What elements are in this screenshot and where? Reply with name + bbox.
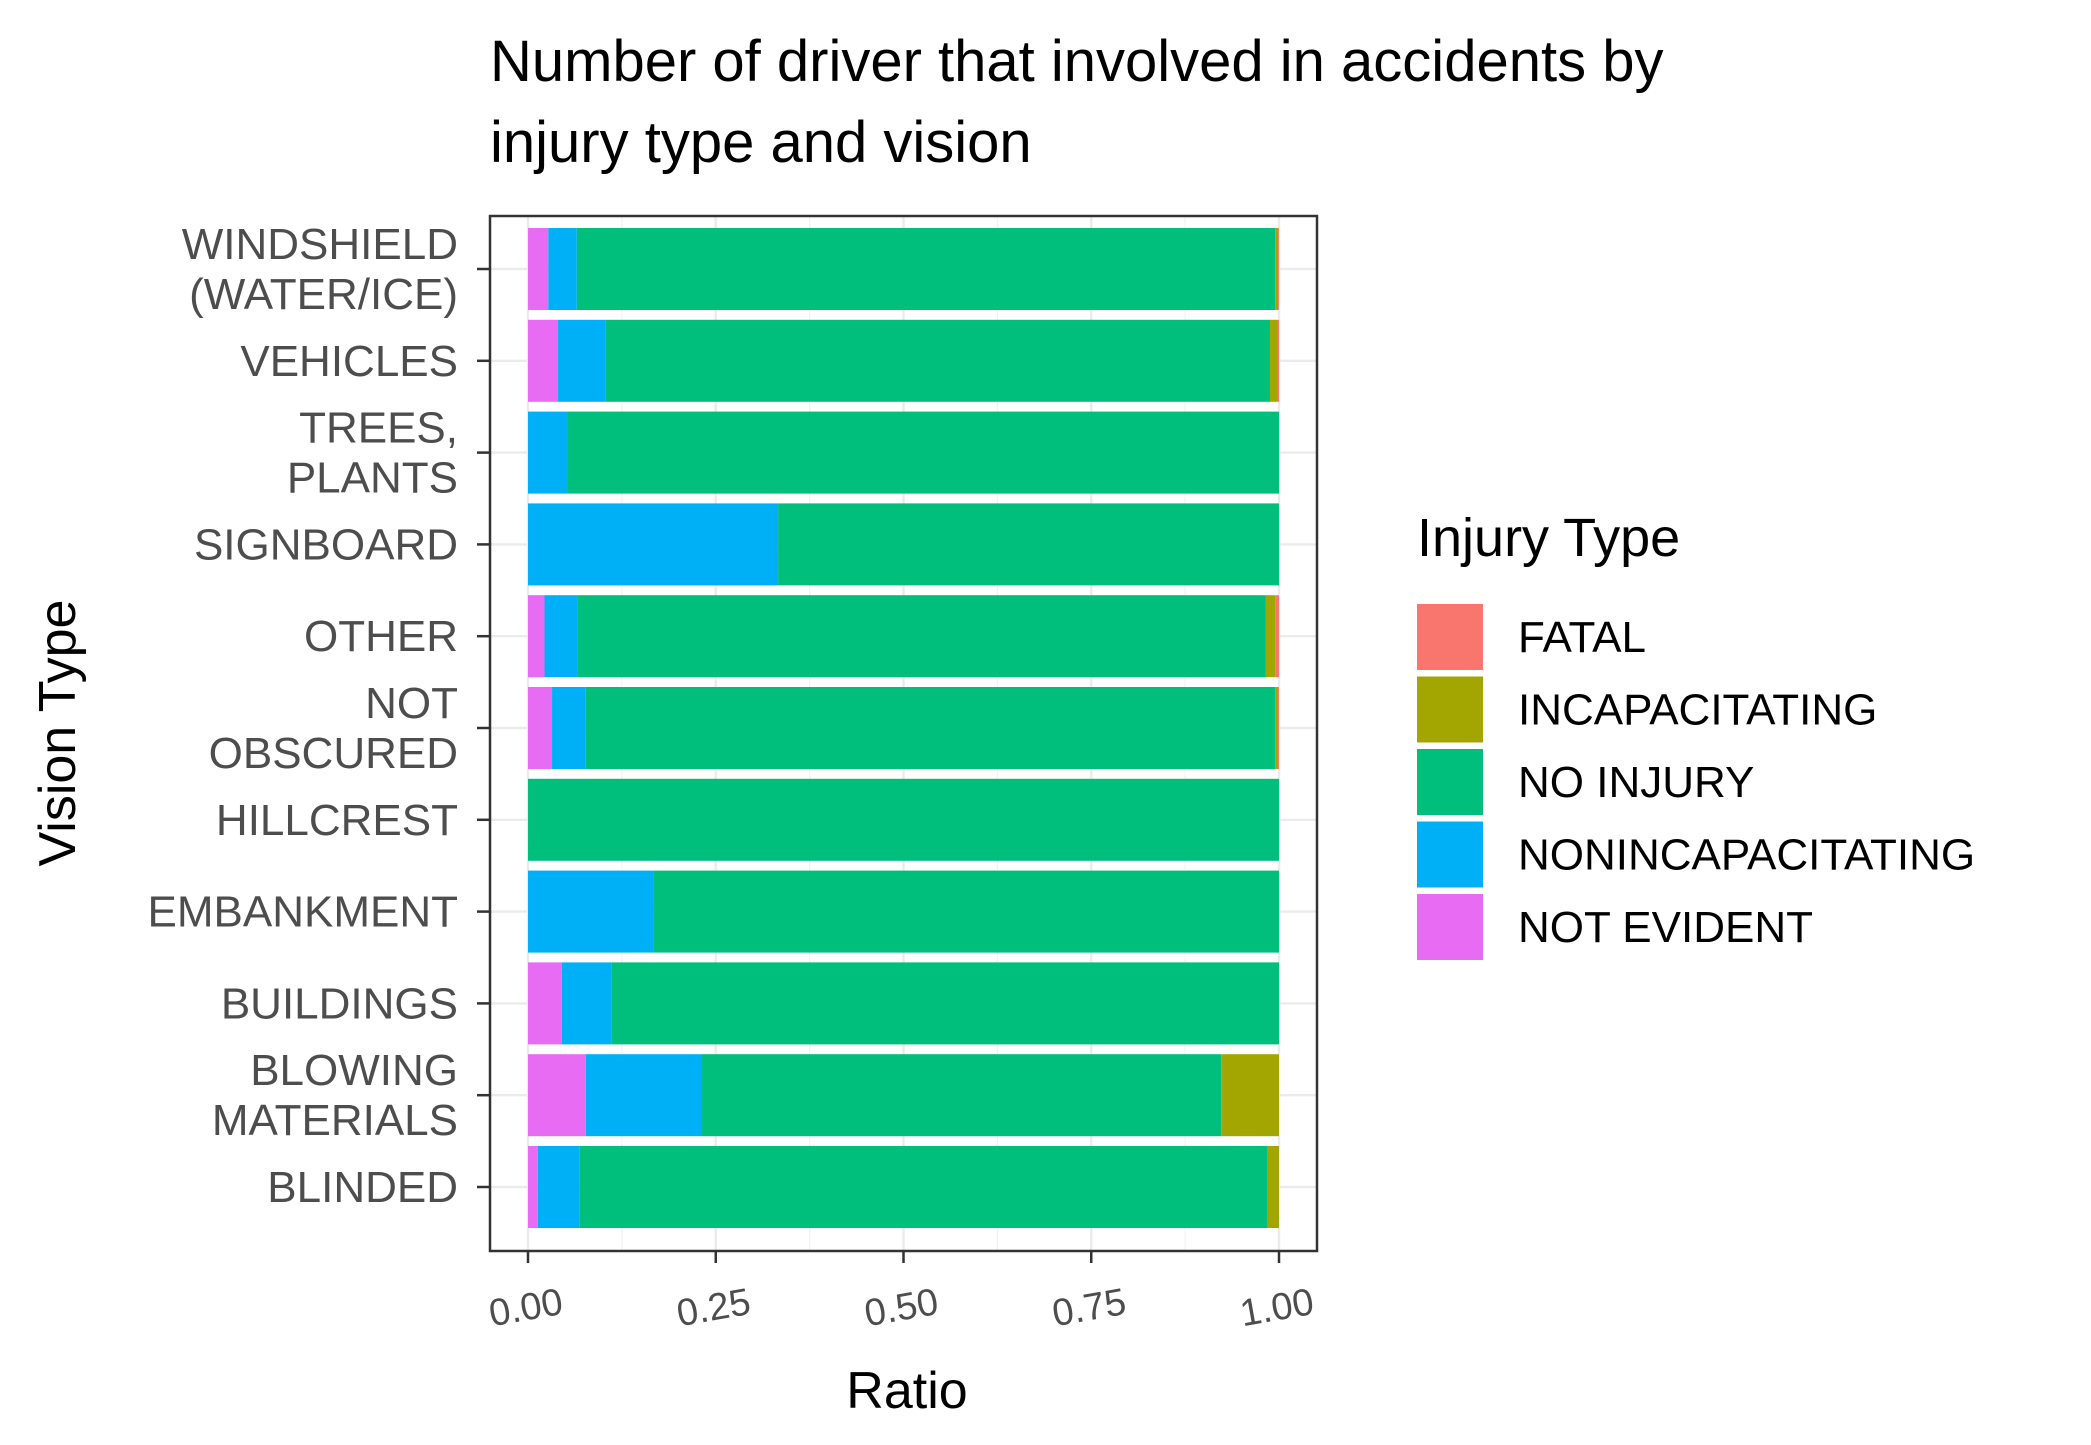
bar-not-obscured-not-evident: NOT OBSCURED — NOT EVIDENT: 0.032 — [528, 687, 553, 769]
bar-hillcrest-no-injury: HILLCREST — NO INJURY: 1 — [528, 778, 1279, 861]
legend-label-fatal: FATAL — [1518, 613, 1646, 662]
legend-label-no-injury: NO INJURY — [1518, 758, 1754, 807]
bar-not-obscured-fatal: NOT OBSCURED — FATAL: 0.001 — [1278, 687, 1279, 769]
y-tick-label-not-obscured: NOT OBSCURED — [209, 679, 458, 778]
bar-buildings-not-evident: BUILDINGS — NOT EVIDENT: 0.045 — [528, 962, 562, 1045]
y-tick-label-windshield-water-ice: WINDSHIELD (WATER/ICE) — [182, 220, 458, 319]
bar-embankment-no-injury: EMBANKMENT — NO INJURY: 0.833 — [653, 870, 1279, 953]
y-tick-label-other: OTHER — [304, 612, 458, 661]
legend-label-nonincapacitating: NONINCAPACITATING — [1518, 831, 1975, 880]
y-tick-label-blowing-materials: BLOWING MATERIALS — [212, 1046, 458, 1145]
bar-blinded-not-evident: BLINDED — NOT EVIDENT: 0.013 — [528, 1146, 538, 1228]
bar-not-obscured-no-injury: NOT OBSCURED — NO INJURY: 0.918 — [585, 687, 1276, 769]
y-tick-label-buildings: BUILDINGS — [221, 979, 458, 1028]
bar-vehicles-incapacitating: VEHICLES — INCAPACITATING: 0.01 — [1269, 319, 1278, 402]
x-axis-title: Ratio — [846, 1362, 967, 1420]
bar-windshield-water-ice-no-injury: WINDSHIELD (WATER/ICE) — NO INJURY: 0.93 — [576, 228, 1276, 310]
bar-buildings-no-injury: BUILDINGS — NO INJURY: 0.889 — [611, 962, 1279, 1045]
legend-key-fatal — [1417, 604, 1483, 670]
x-axis: 0.00 0.25 0.50 0.75 1.00 — [486, 1251, 1317, 1335]
bars: WINDSHIELD (WATER/ICE) — NOT EVIDENT: 0.… — [528, 228, 1279, 1228]
y-tick-label-embankment: EMBANKMENT — [148, 888, 458, 937]
bar-other-no-injury: OTHER — NO INJURY: 0.916 — [577, 595, 1266, 678]
legend: Injury Type FATAL INCAPACITATING NO INJURY… — [1417, 508, 1975, 960]
bar-not-obscured-nonincapacitating: NOT OBSCURED — NONINCAPACITATING: 0.045 — [552, 687, 586, 769]
legend-key-incapacitating — [1417, 676, 1483, 743]
bar-vehicles-no-injury: VEHICLES — NO INJURY: 0.885 — [605, 319, 1270, 402]
y-tick-label-vehicles: VEHICLES — [240, 337, 458, 386]
bar-vehicles-fatal: VEHICLES — FATAL: 0.002 — [1277, 319, 1279, 402]
bar-vehicles-not-evident: VEHICLES — NOT EVIDENT: 0.04 — [528, 319, 559, 402]
bar-vehicles-nonincapacitating: VEHICLES — NONINCAPACITATING: 0.063 — [558, 319, 606, 402]
bar-signboard-nonincapacitating: SIGNBOARD — NONINCAPACITATING: 0.333 — [528, 503, 779, 586]
bar-other-fatal: OTHER — FATAL: 0.005 — [1275, 595, 1279, 678]
bar-embankment-nonincapacitating: EMBANKMENT — NONINCAPACITATING: 0.167 — [528, 870, 654, 953]
bar-blowing-materials-no-injury: BLOWING MATERIALS — NO INJURY: 0.692 — [701, 1054, 1222, 1137]
bar-windshield-water-ice-fatal: WINDSHIELD (WATER/ICE) — FATAL: 0.001 — [1278, 228, 1279, 310]
legend-title: Injury Type — [1417, 508, 1680, 568]
chart-title-line-1: Number of driver that involved in accide… — [490, 29, 1663, 94]
bar-windshield-water-ice-nonincapacitating: WINDSHIELD (WATER/ICE) — NONINCAPACITATI… — [548, 228, 577, 310]
bar-blinded-incapacitating: BLINDED — INCAPACITATING: 0.016 — [1266, 1146, 1279, 1228]
chart-title: Number of driver that involved in accide… — [490, 29, 1663, 175]
bar-windshield-water-ice-not-evident: WINDSHIELD (WATER/ICE) — NOT EVIDENT: 0.… — [528, 228, 549, 310]
legend-label-not-evident: NOT EVIDENT — [1518, 903, 1813, 952]
bar-blowing-materials-incapacitating: BLOWING MATERIALS — INCAPACITATING: 0.07… — [1221, 1054, 1279, 1137]
bar-trees-plants-nonincapacitating: TREES, PLANTS — NONINCAPACITATING: 0.052 — [528, 411, 568, 494]
bar-blinded-no-injury: BLINDED — NO INJURY: 0.915 — [579, 1146, 1267, 1228]
bar-blowing-materials-nonincapacitating: BLOWING MATERIALS — NONINCAPACITATING: 0… — [585, 1054, 702, 1137]
bar-other-nonincapacitating: OTHER — NONINCAPACITATING: 0.044 — [544, 595, 578, 678]
bar-windshield-water-ice-incapacitating: WINDSHIELD (WATER/ICE) — INCAPACITATING:… — [1275, 228, 1279, 310]
bar-trees-plants-no-injury: TREES, PLANTS — NO INJURY: 0.948 — [567, 411, 1279, 494]
y-tick-label-blinded: BLINDED — [267, 1163, 458, 1212]
legend-key-not-evident — [1417, 894, 1483, 960]
y-tick-label-signboard: SIGNBOARD — [194, 520, 458, 569]
chart-title-line-2: injury type and vision — [490, 110, 1032, 175]
bar-blowing-materials-not-evident: BLOWING MATERIALS — NOT EVIDENT: 0.077 — [528, 1054, 586, 1137]
bar-other-not-evident: OTHER — NOT EVIDENT: 0.022 — [528, 595, 545, 678]
y-axis-title: Vision Type — [29, 600, 87, 867]
bar-other-incapacitating: OTHER — INCAPACITATING: 0.013 — [1265, 595, 1276, 678]
legend-key-no-injury — [1417, 749, 1483, 815]
bar-not-obscured-incapacitating: NOT OBSCURED — INCAPACITATING: 0.004 — [1275, 687, 1279, 769]
legend-label-incapacitating: INCAPACITATING — [1518, 686, 1877, 735]
bar-blinded-nonincapacitating: BLINDED — NONINCAPACITATING: 0.056 — [537, 1146, 580, 1228]
y-tick-label-trees-plants: TREES, PLANTS — [287, 404, 458, 503]
bar-buildings-nonincapacitating: BUILDINGS — NONINCAPACITATING: 0.066 — [561, 962, 612, 1045]
y-axis: WINDSHIELD (WATER/ICE) VEHICLES TREES, PLANT… — [148, 220, 490, 1212]
y-tick-label-hillcrest: HILLCREST — [216, 796, 458, 845]
bar-signboard-no-injury: SIGNBOARD — NO INJURY: 0.667 — [778, 503, 1279, 586]
legend-key-nonincapacitating — [1417, 821, 1483, 888]
